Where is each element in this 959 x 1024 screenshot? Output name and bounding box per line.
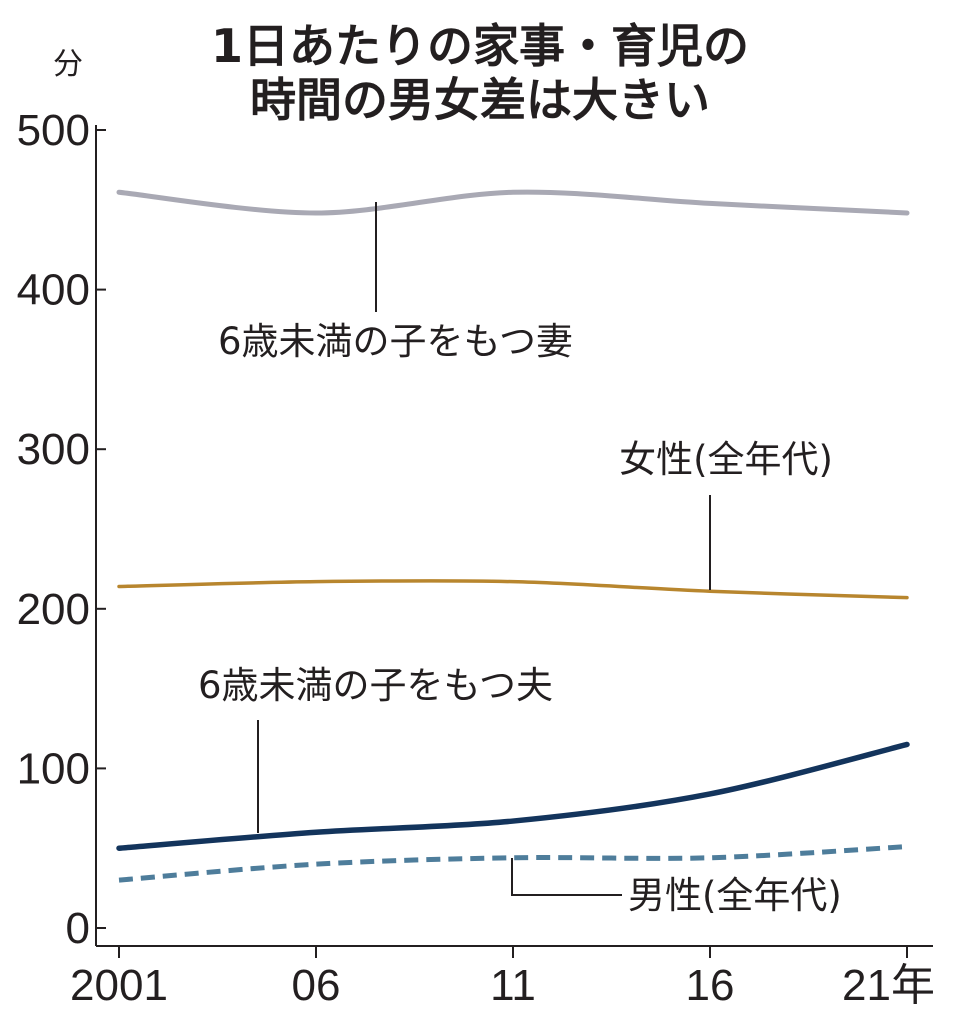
x-tick-label: 11 bbox=[490, 961, 536, 1010]
x-tick-label: 21年 bbox=[842, 961, 935, 1010]
x-axis: 2001 06 11 16 21年 bbox=[70, 945, 935, 1010]
series-label: 女性(全年代) bbox=[619, 438, 833, 481]
chart-title-line-2: 時間の男女差は大きい bbox=[250, 73, 710, 127]
series-label: 男性(全年代) bbox=[628, 874, 842, 917]
y-tick-label: 100 bbox=[17, 744, 90, 793]
series-line-3 bbox=[116, 741, 910, 851]
x-tick-label: 06 bbox=[292, 961, 341, 1010]
y-axis-unit: 分 bbox=[53, 47, 83, 82]
series-label: 6歳未満の子をもつ夫 bbox=[198, 664, 553, 707]
series-lines bbox=[116, 189, 910, 883]
y-tick-label: 300 bbox=[17, 425, 90, 474]
y-tick-label: 500 bbox=[17, 106, 90, 155]
y-axis: 0 100 200 300 400 500 bbox=[17, 106, 106, 953]
y-tick-label: 200 bbox=[17, 585, 90, 634]
y-tick-label: 0 bbox=[66, 904, 90, 953]
x-tick-label: 16 bbox=[686, 961, 735, 1010]
y-tick-label: 400 bbox=[17, 266, 90, 315]
series-line-1 bbox=[116, 189, 910, 216]
chart-title-line-1: 1日あたりの家事・育児の bbox=[211, 19, 749, 73]
series-label: 6歳未満の子をもつ妻 bbox=[218, 320, 573, 363]
series-line-2 bbox=[117, 579, 909, 600]
x-tick-label: 2001 bbox=[70, 961, 168, 1010]
series-label-leader bbox=[511, 858, 622, 896]
